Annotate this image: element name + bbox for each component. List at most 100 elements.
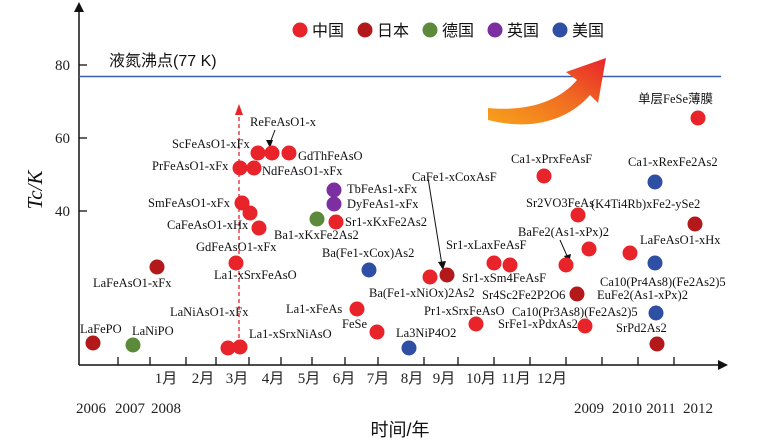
data-label: Ca1-xPrxFeAsF <box>511 152 592 166</box>
data-point <box>649 336 665 352</box>
x-year-label: 2009 <box>574 401 604 417</box>
x-year-label: 2011 <box>646 401 675 417</box>
data-label: Ca1-xRexFe2As2 <box>628 155 718 169</box>
data-label: Sr2VO3FeAs <box>526 196 594 210</box>
data-label: GdThFeAsO <box>298 149 363 163</box>
data-points <box>85 110 706 356</box>
data-point <box>149 259 165 275</box>
data-label: SrFe1-xPdxAs2 <box>498 317 578 331</box>
data-point <box>246 160 262 176</box>
x-tick-label: 1月 <box>155 371 178 387</box>
data-label: (K4Ti4Rb)xFe2-ySe2 <box>591 197 700 211</box>
x-year-label: 2006 <box>76 401 107 417</box>
data-point <box>309 211 325 227</box>
data-label: PrFeAsO1-xFx <box>152 159 229 173</box>
data-point <box>228 255 244 271</box>
data-label: Ba(Fe1-xNiOx)2As2 <box>369 286 475 300</box>
x-tick-label: 10月 <box>466 371 496 387</box>
data-point <box>232 339 248 355</box>
legend-marker-usa <box>552 22 568 38</box>
data-point <box>328 214 344 230</box>
data-label: La1-xFeAs <box>286 302 342 316</box>
data-label: ScFeAsO1-xFx <box>172 137 251 151</box>
data-label: CaFeAsO1-xHx <box>167 218 249 232</box>
legend-marker-uk <box>487 22 503 38</box>
data-label: Sr1-xKxFe2As2 <box>345 215 427 229</box>
legend-label: 德国 <box>442 22 474 40</box>
legend: 中国 日本 德国 英国 美国 <box>292 22 604 40</box>
data-label: BaFe2(As1-xPx)2 <box>518 225 609 239</box>
data-point <box>690 110 706 126</box>
x-tick-marks <box>117 357 675 365</box>
data-label: Ca10(Pr3As8)(Fe2As2)5 <box>512 305 638 319</box>
reference-line-label: 液氮沸点(77 K) <box>109 52 217 70</box>
x-month-labels: 1月 2月 3月 4月 5月 6月 7月 8月 9月 10月 11月 12月 <box>155 371 567 387</box>
data-point <box>232 160 248 176</box>
pointer-head <box>266 140 273 148</box>
data-label: Ca10(Pr4As8)(Fe2As2)5 <box>600 275 726 289</box>
data-point <box>536 168 552 184</box>
x-year-labels: 2006 2007 2008 2009 2010 2011 2012 <box>76 401 713 417</box>
data-label: TbFeAs1-xFx <box>347 182 418 196</box>
data-point <box>250 145 266 161</box>
data-label: Sr4Sc2Fe2P2O6 <box>482 288 565 302</box>
x-year-label: 2012 <box>683 401 713 417</box>
data-point <box>577 318 593 334</box>
legend-label: 英国 <box>507 22 539 40</box>
data-point <box>125 337 141 353</box>
data-point <box>234 195 250 211</box>
pointer-head <box>438 261 446 270</box>
x-year-label: 2007 <box>115 401 146 417</box>
data-point <box>281 145 297 161</box>
y-tick-label: 60 <box>55 131 70 147</box>
data-point <box>422 269 438 285</box>
y-axis-label: Tc/K <box>23 170 47 210</box>
data-labels: LaFePO LaNiPOLaFeAsO1-xFxLaNiAsO1-xFxLa1-… <box>80 91 726 341</box>
data-point <box>570 207 586 223</box>
data-label: Ba(Fe1-xCox)As2 <box>322 246 414 260</box>
data-point <box>85 335 101 351</box>
data-point <box>361 262 377 278</box>
legend-marker-germany <box>422 22 438 38</box>
x-tick-label: 9月 <box>433 371 456 387</box>
y-tick-label: 80 <box>55 58 70 74</box>
data-label: SrPd2As2 <box>616 321 667 335</box>
data-point <box>647 174 663 190</box>
data-point <box>220 340 236 356</box>
x-tick-label: 8月 <box>401 371 424 387</box>
data-label: Ba1-xKxFe2As2 <box>274 228 359 242</box>
x-year-label: 2008 <box>151 401 181 417</box>
data-label: La1-xSrxFeAsO <box>214 268 297 282</box>
y-axis-arrowhead <box>74 2 84 12</box>
x-tick-label: 6月 <box>333 371 356 387</box>
data-label: La1-xSrxNiAsO <box>249 327 332 341</box>
data-point <box>468 316 484 332</box>
data-point <box>369 324 385 340</box>
data-label: Pr1-xSrxFeAsO <box>424 304 505 318</box>
data-label: 单层FeSe薄膜 <box>638 91 713 106</box>
legend-marker-china <box>292 22 308 38</box>
data-point <box>349 301 365 317</box>
data-point <box>264 145 280 161</box>
y-ticks: 40 60 80 <box>55 58 87 220</box>
data-label: Sr1-xSm4FeAsF <box>462 271 546 285</box>
trend-arrow-icon <box>488 58 606 125</box>
x-axis-arrowhead <box>718 360 728 370</box>
data-label: LaFeAsO1-xHx <box>640 233 721 247</box>
x-year-label: 2010 <box>612 401 642 417</box>
legend-label: 日本 <box>377 22 409 40</box>
data-label: LaFePO <box>80 322 122 336</box>
data-point <box>326 182 342 198</box>
legend-label: 中国 <box>312 22 344 40</box>
x-tick-label: 7月 <box>367 371 390 387</box>
data-point <box>647 255 663 271</box>
data-point <box>502 257 518 273</box>
data-label: CaFe1-xCoxAsF <box>412 170 497 184</box>
y-tick-label: 40 <box>55 204 70 220</box>
x-tick-label: 3月 <box>226 371 249 387</box>
data-point <box>326 196 342 212</box>
data-point <box>622 245 638 261</box>
data-point <box>581 241 597 257</box>
data-label: SmFeAsO1-xFx <box>148 196 231 210</box>
